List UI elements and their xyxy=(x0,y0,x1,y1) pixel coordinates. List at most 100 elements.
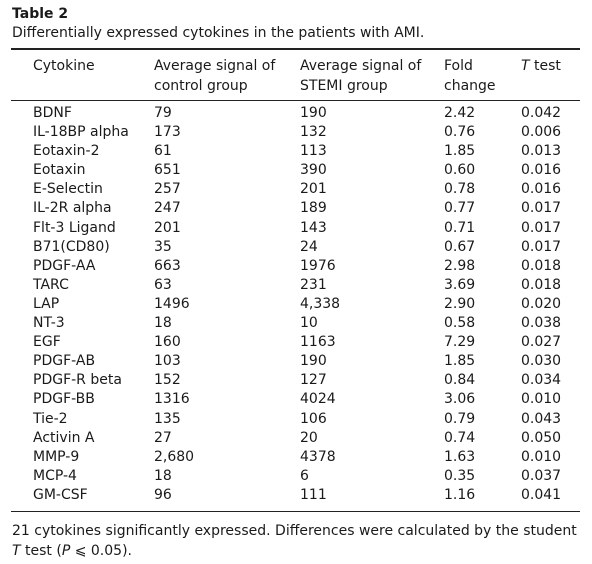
table-row: BDNF 79 190 2.42 0.042 xyxy=(0,104,592,123)
cell-cytokine: MCP-4 xyxy=(33,467,77,484)
table-row: Eotaxin 651 390 0.60 0.016 xyxy=(0,161,592,180)
cell-cytokine: Eotaxin xyxy=(33,162,86,179)
cell-t-test: 0.010 xyxy=(521,391,562,408)
table-row: PDGF-R beta 152 127 0.84 0.034 xyxy=(0,371,592,390)
cell-control-signal: 651 xyxy=(154,162,181,179)
cell-cytokine: PDGF-AB xyxy=(33,353,96,370)
cell-t-test: 0.037 xyxy=(521,467,562,484)
cell-control-signal: 2,680 xyxy=(154,448,195,465)
cell-control-signal: 201 xyxy=(154,219,181,236)
cell-control-signal: 61 xyxy=(154,143,172,160)
table-row: IL-18BP alpha 173 132 0.76 0.006 xyxy=(0,123,592,142)
cell-fold-change: 1.63 xyxy=(444,448,476,465)
cell-fold-change: 2.90 xyxy=(444,295,476,312)
table-row: PDGF-AA 663 1976 2.98 0.018 xyxy=(0,257,592,276)
cell-stemi-signal: 20 xyxy=(300,429,318,446)
cell-t-test: 0.020 xyxy=(521,295,562,312)
table-body: BDNF 79 190 2.42 0.042 IL-18BP alpha 173 132 0.7… xyxy=(0,104,592,505)
cell-fold-change: 1.85 xyxy=(444,353,476,370)
table-row: GM-CSF 96 111 1.16 0.041 xyxy=(0,486,592,505)
cell-stemi-signal: 106 xyxy=(300,410,327,427)
cell-stemi-signal: 189 xyxy=(300,200,327,217)
table-row: TARC 63 231 3.69 0.018 xyxy=(0,276,592,295)
bottom-rule xyxy=(11,511,580,512)
cell-control-signal: 27 xyxy=(154,429,172,446)
cell-fold-change: 0.78 xyxy=(444,181,476,198)
cell-control-signal: 79 xyxy=(154,105,172,121)
cell-cytokine: IL-2R alpha xyxy=(33,200,112,217)
cell-t-test: 0.030 xyxy=(521,353,562,370)
table-row: MMP-9 2,680 4378 1.63 0.010 xyxy=(0,448,592,467)
cell-t-test: 0.016 xyxy=(521,181,562,198)
cell-fold-change: 0.79 xyxy=(444,410,476,427)
cell-stemi-signal: 10 xyxy=(300,315,318,332)
header-control-signal: Average signal of control group xyxy=(154,58,276,94)
cell-stemi-signal: 143 xyxy=(300,219,327,236)
table-row: MCP-4 18 6 0.35 0.037 xyxy=(0,467,592,486)
cell-stemi-signal: 1163 xyxy=(300,334,336,351)
cell-fold-change: 1.85 xyxy=(444,143,476,160)
cell-cytokine: BDNF xyxy=(33,105,72,121)
footnote-text-1: 21 cytokines significantly expressed. Di… xyxy=(12,523,577,539)
table-row: IL-2R alpha 247 189 0.77 0.017 xyxy=(0,199,592,218)
cell-control-signal: 103 xyxy=(154,353,181,370)
cell-control-signal: 135 xyxy=(154,410,181,427)
table-row: PDGF-BB 1316 4024 3.06 0.010 xyxy=(0,390,592,409)
cell-cytokine: MMP-9 xyxy=(33,448,80,465)
header-t-test-rest: test xyxy=(529,58,561,74)
cell-cytokine: PDGF-BB xyxy=(33,391,95,408)
cell-cytokine: Eotaxin-2 xyxy=(33,143,100,160)
cell-stemi-signal: 190 xyxy=(300,353,327,370)
cell-fold-change: 0.74 xyxy=(444,429,476,446)
cell-stemi-signal: 111 xyxy=(300,486,327,503)
cell-cytokine: PDGF-R beta xyxy=(33,372,122,389)
header-stemi-signal: Average signal of STEMI group xyxy=(300,58,422,94)
footnote-italic-p: P xyxy=(61,543,71,559)
cell-cytokine: GM-CSF xyxy=(33,486,88,503)
cell-stemi-signal: 24 xyxy=(300,238,318,255)
cell-control-signal: 1496 xyxy=(154,295,190,312)
cell-stemi-signal: 4024 xyxy=(300,391,336,408)
cell-fold-change: 2.42 xyxy=(444,105,476,121)
cell-stemi-signal: 113 xyxy=(300,143,327,160)
cell-t-test: 0.016 xyxy=(521,162,562,179)
cell-fold-change: 1.16 xyxy=(444,486,476,503)
table-row: PDGF-AB 103 190 1.85 0.030 xyxy=(0,352,592,371)
cell-control-signal: 18 xyxy=(154,315,172,332)
cell-cytokine: Tie-2 xyxy=(33,410,68,427)
cell-fold-change: 2.98 xyxy=(444,257,476,274)
cell-stemi-signal: 390 xyxy=(300,162,327,179)
cell-cytokine: TARC xyxy=(33,276,69,293)
cell-stemi-signal: 6 xyxy=(300,467,309,484)
cell-fold-change: 0.60 xyxy=(444,162,476,179)
cell-t-test: 0.038 xyxy=(521,315,562,332)
cell-fold-change: 3.69 xyxy=(444,276,476,293)
cell-t-test: 0.041 xyxy=(521,486,562,503)
cell-t-test: 0.050 xyxy=(521,429,562,446)
header-cytokine: Cytokine xyxy=(33,58,95,74)
cell-control-signal: 35 xyxy=(154,238,172,255)
cell-control-signal: 1316 xyxy=(154,391,190,408)
cell-fold-change: 0.77 xyxy=(444,200,476,217)
table-row: Flt-3 Ligand 201 143 0.71 0.017 xyxy=(0,219,592,238)
cell-cytokine: Flt-3 Ligand xyxy=(33,219,116,236)
table-row: B71(CD80) 35 24 0.67 0.017 xyxy=(0,238,592,257)
cell-t-test: 0.013 xyxy=(521,143,562,160)
cell-fold-change: 0.35 xyxy=(444,467,476,484)
cell-fold-change: 0.67 xyxy=(444,238,476,255)
cell-control-signal: 152 xyxy=(154,372,181,389)
cell-stemi-signal: 1976 xyxy=(300,257,336,274)
table-row: EGF 160 1163 7.29 0.027 xyxy=(0,333,592,352)
cell-control-signal: 247 xyxy=(154,200,181,217)
cell-t-test: 0.034 xyxy=(521,372,562,389)
cell-stemi-signal: 4378 xyxy=(300,448,336,465)
cell-cytokine: Activin A xyxy=(33,429,95,446)
table-row: LAP 1496 4,338 2.90 0.020 xyxy=(0,295,592,314)
table-row: Tie-2 135 106 0.79 0.043 xyxy=(0,410,592,429)
cell-fold-change: 3.06 xyxy=(444,391,476,408)
cell-cytokine: PDGF-AA xyxy=(33,257,96,274)
header-rule xyxy=(11,100,580,101)
cell-control-signal: 63 xyxy=(154,276,172,293)
table-footnote: 21 cytokines significantly expressed. Di… xyxy=(12,521,580,561)
cell-cytokine: LAP xyxy=(33,295,60,312)
